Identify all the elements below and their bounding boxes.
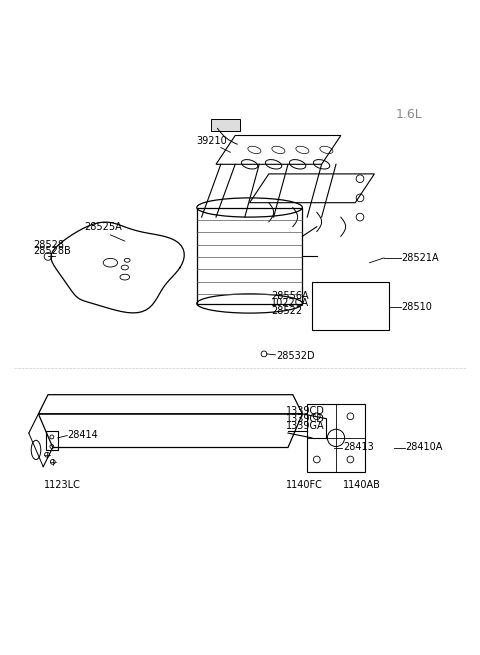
Text: 28532D: 28532D [276,351,314,362]
Text: 28510: 28510 [401,302,432,312]
Polygon shape [211,119,240,131]
Text: 1339CD: 1339CD [286,413,324,424]
Text: 28521A: 28521A [401,253,438,263]
Text: 28410A: 28410A [406,443,443,453]
Text: 1.6L: 1.6L [396,107,422,121]
Text: 1140FC: 1140FC [286,480,323,490]
Bar [312,282,389,330]
Text: 28528B: 28528B [34,246,72,257]
Text: 39210: 39210 [196,136,227,146]
Text: 1140AB: 1140AB [343,480,381,490]
Text: 1339CD: 1339CD [286,406,324,417]
Text: 28556A: 28556A [271,291,309,301]
Text: 1339GA: 1339GA [286,421,324,431]
Text: 28522: 28522 [271,305,302,316]
Text: 28413: 28413 [343,443,374,453]
Text: 1123LC: 1123LC [44,480,81,490]
Bar [46,431,58,450]
Bar [197,208,302,303]
Text: 1022CA: 1022CA [271,298,309,309]
Text: 28528: 28528 [34,240,65,250]
Text: 28525A: 28525A [84,223,122,233]
Text: 28414: 28414 [67,430,98,441]
